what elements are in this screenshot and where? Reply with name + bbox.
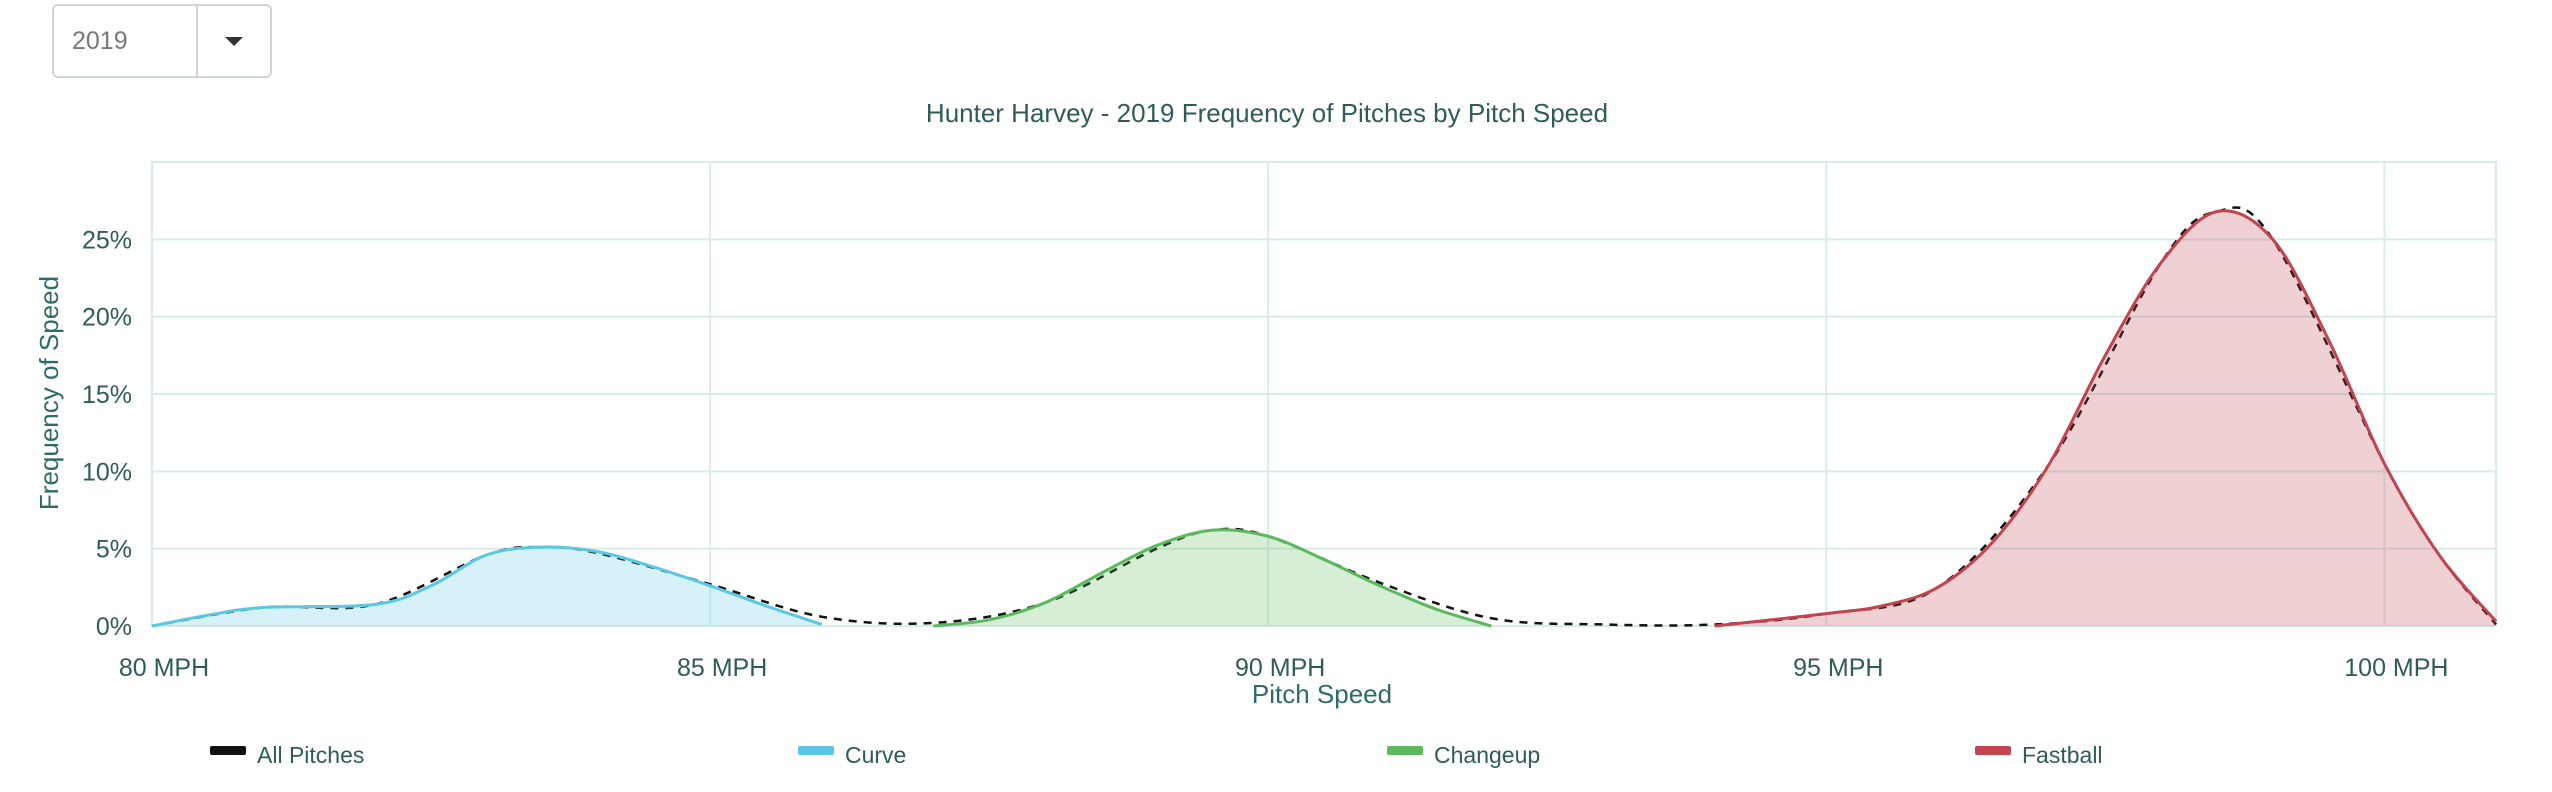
legend-item-fastball[interactable]: Fastball — [1975, 742, 2103, 768]
series-area-curve — [152, 547, 822, 626]
series-line-curve — [151, 545, 823, 628]
legend-swatch — [798, 746, 834, 755]
x-axis: 80 MPH 85 MPH 90 MPH 95 MPH 100 MPH — [119, 654, 2449, 682]
chart-legend: All Pitches Curve Changeup Fastball — [210, 742, 2103, 768]
x-tick-label: 90 MPH — [1235, 654, 1325, 682]
series-area-changeup — [933, 529, 1492, 626]
year-select-toggle[interactable] — [196, 6, 270, 76]
legend-label: Changeup — [1434, 742, 1540, 768]
legend-item-curve[interactable]: Curve — [798, 742, 906, 768]
y-tick-label: 0% — [96, 613, 132, 641]
x-axis-title: Pitch Speed — [1252, 679, 1392, 709]
y-axis-title: Frequency of Speed — [34, 276, 64, 510]
year-select-value: 2019 — [72, 26, 128, 55]
series-line-fastball — [1714, 209, 2498, 628]
y-tick-label: 5% — [96, 536, 132, 564]
legend-label: Curve — [845, 742, 906, 768]
y-axis: 0% 5% 10% 15% 20% 25% — [82, 226, 132, 641]
x-tick-label: 80 MPH — [119, 654, 209, 682]
y-tick-label: 25% — [82, 226, 132, 254]
chart-title: Hunter Harvey - 2019 Frequency of Pitche… — [926, 98, 1608, 128]
x-tick-label: 100 MPH — [2344, 654, 2448, 682]
x-tick-label: 85 MPH — [677, 654, 767, 682]
caret-down-icon — [225, 36, 243, 46]
y-tick-label: 15% — [82, 381, 132, 409]
legend-swatch — [1975, 746, 2011, 755]
chart-grid — [151, 161, 2497, 627]
legend-item-changeup[interactable]: Changeup — [1387, 742, 1540, 768]
year-select[interactable]: 2019 — [52, 4, 272, 78]
y-tick-label: 20% — [82, 304, 132, 332]
legend-label: Fastball — [2022, 742, 2103, 768]
legend-item-all-pitches[interactable]: All Pitches — [210, 742, 364, 768]
legend-swatch — [1387, 746, 1423, 755]
series-area-fastball — [1714, 210, 2496, 626]
chart-series — [151, 206, 2498, 628]
x-tick-label: 95 MPH — [1793, 654, 1883, 682]
y-tick-label: 10% — [82, 458, 132, 486]
legend-label: All Pitches — [257, 742, 364, 768]
series-line-changeup — [933, 528, 1492, 628]
legend-swatch — [210, 746, 246, 755]
